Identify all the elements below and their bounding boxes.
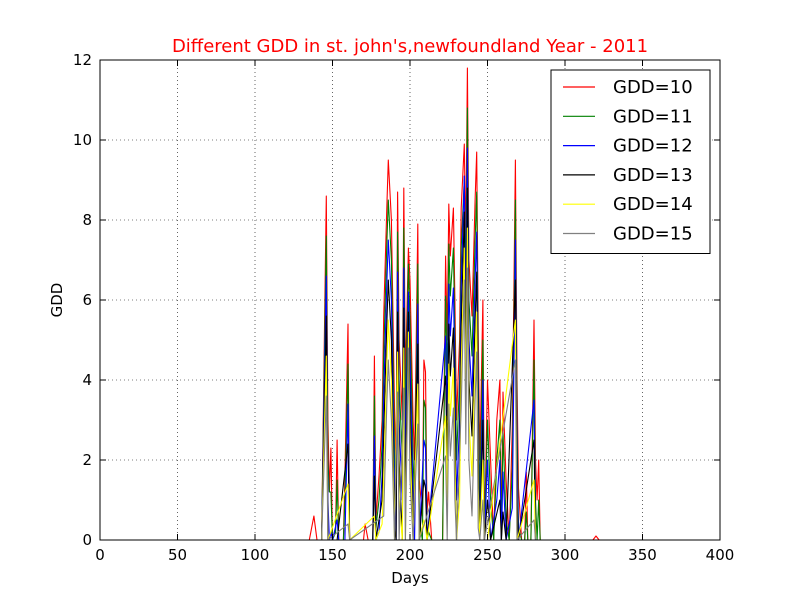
legend: GDD=10 GDD=11 GDD=12 GDD=13 GDD=14 GDD=15 xyxy=(550,69,711,254)
legend-label: GDD=13 xyxy=(613,165,693,186)
y-tick-label: 6 xyxy=(82,291,92,309)
y-tick-label: 0 xyxy=(82,531,92,549)
legend-label: GDD=10 xyxy=(613,77,693,98)
x-tick-label: 200 xyxy=(396,546,425,564)
x-tick-label: 400 xyxy=(706,546,735,564)
x-tick-label: 350 xyxy=(628,546,657,564)
x-tick-label: 50 xyxy=(168,546,187,564)
legend-label: GDD=11 xyxy=(613,106,693,127)
legend-label: GDD=14 xyxy=(613,194,693,215)
y-axis-label: GDD xyxy=(48,283,66,318)
x-tick-label: 100 xyxy=(241,546,270,564)
x-tick-label: 300 xyxy=(551,546,580,564)
legend-label: GDD=15 xyxy=(613,224,693,245)
series-line-6 xyxy=(100,267,666,541)
y-tick-label: 4 xyxy=(82,371,92,389)
legend-box xyxy=(550,69,711,254)
y-tick-label: 10 xyxy=(73,131,92,149)
y-tick-label: 12 xyxy=(73,51,92,69)
legend-label: GDD=12 xyxy=(613,136,693,157)
x-tick-label: 150 xyxy=(318,546,347,564)
x-axis-label: Days xyxy=(391,569,429,587)
x-tick-label: 250 xyxy=(473,546,502,564)
axis-ticks: 0 50 100 150 200 250 300 350 400 0 2 4 6 8 10 12 xyxy=(73,51,734,564)
x-tick-label: 0 xyxy=(95,546,105,564)
chart-title: Different GDD in st. john's,newfoundland… xyxy=(172,36,648,57)
y-tick-label: 2 xyxy=(82,451,92,469)
y-tick-label: 8 xyxy=(82,211,92,229)
